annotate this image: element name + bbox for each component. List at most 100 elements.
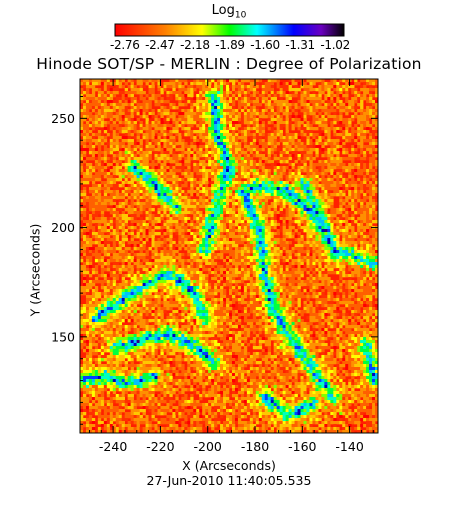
heatmap-cell [321,142,325,146]
heatmap-cell [357,175,361,179]
heatmap-cell [169,160,173,164]
heatmap-cell [249,175,254,179]
heatmap-cell [172,79,176,83]
heatmap-cell [184,205,188,209]
heatmap-cell [118,118,123,122]
heatmap-cell [181,145,185,149]
heatmap-cell [139,181,143,185]
heatmap-cell [175,226,179,230]
heatmap-cell [261,145,266,149]
heatmap-cell [327,241,331,245]
heatmap-cell [267,235,272,239]
heatmap-cell [255,94,260,98]
heatmap-cell [342,232,346,236]
heatmap-cell [160,202,164,206]
heatmap-cell [145,235,149,239]
heatmap-cell [324,247,328,251]
heatmap-cell [88,253,93,257]
heatmap-cell [178,157,182,161]
heatmap-cell [300,178,304,182]
heatmap-cell [375,79,378,83]
heatmap-cell [139,106,143,110]
heatmap-cell [196,94,200,98]
heatmap-cell [172,139,176,143]
heatmap-cell [181,193,185,197]
heatmap-cell [118,169,123,173]
heatmap-cell [360,187,364,191]
heatmap-cell [118,214,123,218]
heatmap-cell [217,226,221,230]
heatmap-cell [366,136,370,140]
heatmap-cell [246,145,251,149]
heatmap-cell [187,85,191,89]
heatmap-cell [100,172,105,176]
heatmap-cell [100,181,105,185]
heatmap-cell [202,175,206,179]
heatmap-cell [196,175,200,179]
heatmap-cell [106,115,111,119]
heatmap-cell [118,136,123,140]
heatmap-cell [214,172,218,176]
heatmap-cell [375,103,378,107]
heatmap-cell [303,82,307,86]
heatmap-cell [199,94,203,98]
heatmap-cell [148,124,152,128]
heatmap-cell [157,169,161,173]
heatmap-cell [97,217,102,221]
heatmap-cell [282,109,286,113]
heatmap-cell [205,235,209,239]
heatmap-cell [375,232,378,236]
heatmap-cell [142,232,146,236]
heatmap-cell [184,130,188,134]
heatmap-cell [243,112,248,116]
heatmap-cell [220,103,224,107]
heatmap-cell [276,184,280,188]
heatmap-cell [354,241,358,245]
heatmap-cell [214,235,218,239]
heatmap-cell [100,229,105,233]
heatmap-cell [181,166,185,170]
heatmap-cell [136,106,140,110]
heatmap-cell [321,226,325,230]
heatmap-cell [226,127,230,131]
heatmap-cell [142,157,146,161]
heatmap-cell [252,145,257,149]
heatmap-cell [130,208,134,212]
heatmap-cell [345,208,349,212]
heatmap-cell [157,82,161,86]
heatmap-cell [270,142,274,146]
heatmap-cell [348,196,352,200]
heatmap-cell [285,109,289,113]
heatmap-cell [106,157,111,161]
heatmap-cell [264,214,269,218]
heatmap-cell [363,211,367,215]
heatmap-cell [255,247,260,251]
heatmap-cell [208,94,212,98]
heatmap-cell [336,118,340,122]
heatmap-cell [160,100,164,104]
heatmap-cell [336,82,340,86]
heatmap-cell [220,226,224,230]
heatmap-cell [148,130,152,134]
heatmap-cell [303,166,307,170]
heatmap-cell [181,172,185,176]
heatmap-cell [363,238,367,242]
heatmap-cell [214,178,218,182]
heatmap-cell [175,112,179,116]
heatmap-cell [169,121,173,125]
heatmap-cell [273,202,277,206]
heatmap-cell [360,172,364,176]
heatmap-cell [321,199,325,203]
heatmap-cell [288,154,292,158]
heatmap-cell [360,184,364,188]
heatmap-cell [199,223,203,227]
heatmap-cell [100,214,105,218]
heatmap-cell [163,247,167,251]
heatmap-cell [142,178,146,182]
heatmap-cell [285,220,289,224]
heatmap-cell [130,112,134,116]
heatmap-cell [202,199,206,203]
heatmap-cell [124,112,128,116]
heatmap-cell [249,88,254,92]
heatmap-cell [336,154,340,158]
